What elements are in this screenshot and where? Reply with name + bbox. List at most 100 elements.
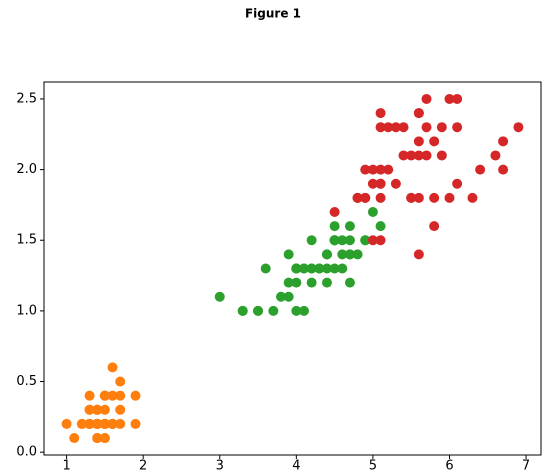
y-tick-label: 0.0 — [16, 445, 37, 460]
point — [436, 122, 447, 133]
point — [283, 249, 294, 260]
point — [329, 235, 340, 246]
point — [306, 235, 317, 246]
point — [214, 291, 225, 302]
point — [490, 150, 501, 161]
point — [344, 235, 355, 246]
point — [76, 418, 87, 429]
point — [329, 221, 340, 232]
point — [107, 418, 118, 429]
y-tick-label: 0.5 — [16, 374, 37, 389]
point — [291, 277, 302, 288]
point — [367, 178, 378, 189]
point — [268, 305, 279, 316]
point — [321, 277, 332, 288]
point — [390, 122, 401, 133]
x-tick-label: 1 — [62, 459, 70, 474]
y-tick-label: 1.5 — [16, 233, 37, 248]
point — [421, 150, 432, 161]
point — [375, 221, 386, 232]
point — [291, 263, 302, 274]
point — [84, 404, 95, 415]
point — [498, 136, 509, 147]
point — [237, 305, 248, 316]
x-tick-label: 5 — [369, 459, 377, 474]
point — [444, 192, 455, 203]
point — [84, 390, 95, 401]
point — [99, 433, 110, 444]
point — [360, 192, 371, 203]
point — [329, 206, 340, 217]
point — [375, 164, 386, 175]
plot-frame — [43, 81, 542, 456]
point — [115, 390, 126, 401]
point — [413, 249, 424, 260]
point — [130, 418, 141, 429]
x-tick-label: 6 — [445, 459, 453, 474]
chart-title: Figure 1 — [245, 7, 301, 21]
point — [452, 93, 463, 104]
point — [498, 164, 509, 175]
point — [406, 150, 417, 161]
point — [467, 192, 478, 203]
point — [398, 150, 409, 161]
point — [329, 263, 340, 274]
point — [61, 418, 72, 429]
point — [69, 433, 80, 444]
point — [383, 122, 394, 133]
point — [429, 221, 440, 232]
point — [306, 277, 317, 288]
point — [413, 108, 424, 119]
point — [107, 390, 118, 401]
point — [115, 418, 126, 429]
point — [92, 418, 103, 429]
point — [429, 136, 440, 147]
point — [283, 277, 294, 288]
point — [314, 263, 325, 274]
point — [367, 206, 378, 217]
point — [375, 235, 386, 246]
point — [421, 93, 432, 104]
point — [452, 122, 463, 133]
point — [375, 108, 386, 119]
point — [260, 263, 271, 274]
x-tick-label: 4 — [292, 459, 300, 474]
point — [298, 305, 309, 316]
point — [99, 390, 110, 401]
point — [413, 192, 424, 203]
point — [99, 418, 110, 429]
point — [352, 249, 363, 260]
point — [421, 122, 432, 133]
point — [429, 192, 440, 203]
point — [367, 235, 378, 246]
point — [321, 249, 332, 260]
point — [298, 263, 309, 274]
point — [321, 263, 332, 274]
y-tick-label: 1.0 — [16, 303, 37, 318]
y-tick-label: 2.5 — [16, 91, 37, 106]
point — [337, 235, 348, 246]
x-tick-label: 2 — [139, 459, 147, 474]
point — [383, 164, 394, 175]
point — [344, 249, 355, 260]
point — [452, 178, 463, 189]
point — [360, 164, 371, 175]
point — [107, 362, 118, 373]
x-tick-label: 3 — [216, 459, 224, 474]
point — [344, 221, 355, 232]
point — [436, 150, 447, 161]
point — [276, 291, 287, 302]
point — [513, 122, 524, 133]
point — [375, 178, 386, 189]
point — [360, 235, 371, 246]
point — [406, 192, 417, 203]
point — [291, 305, 302, 316]
point — [115, 376, 126, 387]
point — [413, 136, 424, 147]
point — [115, 404, 126, 415]
point — [337, 263, 348, 274]
point — [375, 122, 386, 133]
point — [475, 164, 486, 175]
point — [375, 192, 386, 203]
